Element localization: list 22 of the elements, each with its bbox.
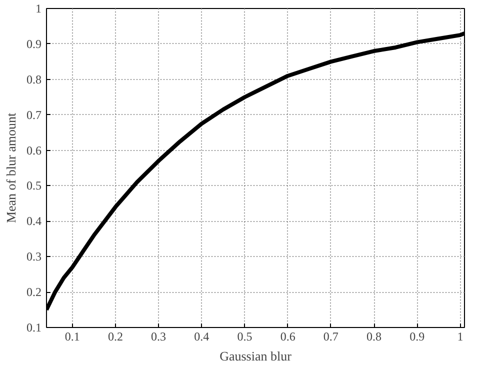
y-tick-label: 0.4 (26, 214, 42, 228)
x-tick-label: 0.9 (410, 330, 425, 344)
y-tick-label: 0.7 (26, 108, 42, 122)
y-tick-label: 1 (36, 2, 42, 16)
x-tick-label: 0.2 (108, 330, 123, 344)
y-tick-label: 0.8 (26, 72, 42, 86)
x-tick-label: 0.1 (64, 330, 80, 344)
x-tick-label: 0.6 (280, 330, 296, 344)
y-axis-title: Mean of blur amount (4, 112, 18, 224)
x-axis-title: Gaussian blur (220, 348, 292, 364)
x-tick-label: 0.5 (237, 330, 252, 344)
y-tick-label: 0.5 (26, 178, 42, 193)
x-tick-label: 0.7 (323, 330, 338, 344)
x-tick-label: 0.8 (366, 330, 382, 344)
x-tick-label: 1 (457, 330, 464, 344)
y-tick-label: 0.1 (26, 320, 42, 334)
y-tick-label: 0.6 (26, 143, 42, 158)
x-tick-label: 0.4 (194, 330, 210, 344)
x-tick-label: 0.3 (151, 330, 166, 344)
y-tick-label: 0.3 (26, 250, 42, 264)
y-tick-label: 0.2 (26, 285, 42, 300)
y-tick-label: 0.9 (26, 36, 42, 51)
